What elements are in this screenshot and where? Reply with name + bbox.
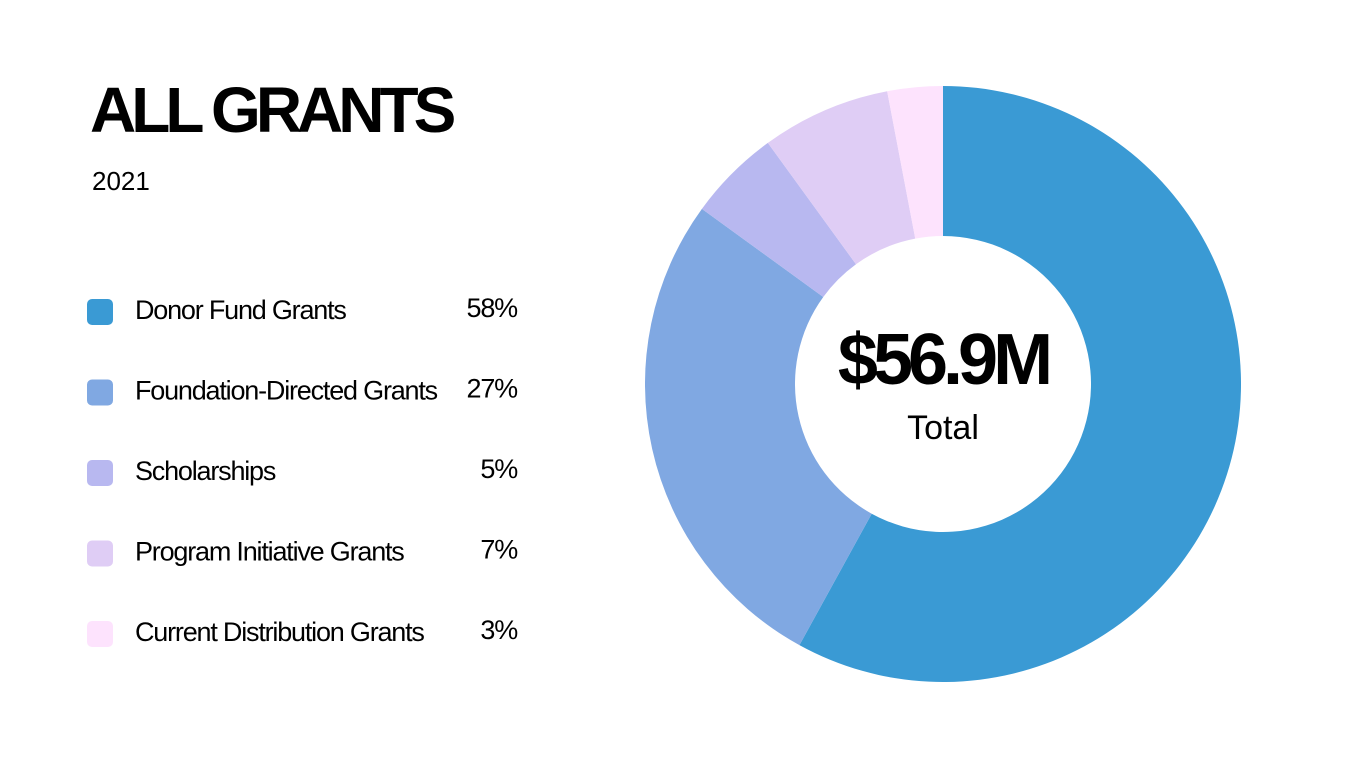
legend-label: Program Initiative Grants bbox=[135, 537, 404, 567]
center-label: $56.9M bbox=[838, 320, 1049, 400]
donut-slice bbox=[799, 86, 1241, 683]
value-label: 27% bbox=[467, 374, 519, 404]
donut-slice bbox=[887, 86, 943, 239]
donut bbox=[644, 86, 1241, 683]
donut-slice bbox=[701, 142, 857, 298]
donut-slice bbox=[644, 208, 872, 646]
legend-swatch bbox=[87, 460, 113, 486]
legend-swatch bbox=[87, 299, 113, 325]
value-label: 58% bbox=[467, 293, 519, 323]
legend-swatch bbox=[87, 540, 113, 567]
chart-subtitle: 2021 bbox=[92, 166, 150, 196]
value-label: 7% bbox=[480, 535, 518, 565]
legend-label: Scholarships bbox=[135, 456, 276, 486]
legend-swatch bbox=[87, 379, 113, 406]
value-label: 3% bbox=[480, 615, 518, 645]
center-sublabel: Total bbox=[907, 409, 979, 447]
donut-slice bbox=[767, 91, 916, 265]
legend-label: Donor Fund Grants bbox=[135, 295, 346, 325]
legend-label: Foundation-Directed Grants bbox=[135, 376, 438, 406]
legend-swatch bbox=[87, 621, 113, 647]
legend-label: Current Distribution Grants bbox=[135, 617, 424, 647]
value-label: 5% bbox=[480, 454, 518, 484]
chart-title: ALL GRANTS bbox=[90, 74, 455, 146]
